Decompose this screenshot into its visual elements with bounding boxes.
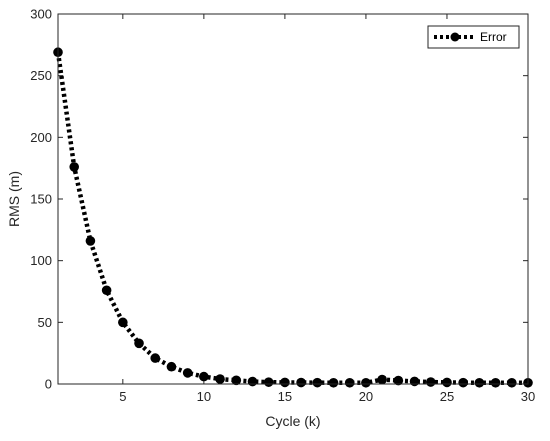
series-layer <box>53 47 533 388</box>
data-point <box>442 377 452 388</box>
data-point <box>458 377 468 388</box>
data-point <box>361 377 371 388</box>
data-point <box>296 377 306 388</box>
y-tick-label: 300 <box>30 7 52 22</box>
data-point <box>425 377 436 387</box>
data-point <box>69 162 80 172</box>
plot-frame <box>57 13 529 385</box>
data-point <box>344 377 355 388</box>
y-axis-label: RMS (m) <box>6 171 22 227</box>
x-tick-label: 5 <box>119 389 126 404</box>
data-point <box>263 377 274 387</box>
y-tick-label: 250 <box>30 68 52 83</box>
data-point <box>166 361 177 372</box>
data-point <box>118 317 128 328</box>
x-tick-label: 15 <box>278 389 292 404</box>
data-point <box>312 377 323 388</box>
data-point <box>377 374 387 385</box>
series-line-error <box>55 51 528 386</box>
y-tick-label: 50 <box>38 315 52 330</box>
y-axis-ticks: 0 50 100 150 200 250 300 <box>30 7 528 392</box>
data-point <box>474 377 485 388</box>
data-point <box>231 375 242 386</box>
x-tick-label: 20 <box>359 389 373 404</box>
data-point <box>328 377 339 388</box>
legend-box <box>427 25 520 49</box>
data-point <box>247 376 258 387</box>
data-point <box>101 285 112 296</box>
data-point <box>134 338 144 349</box>
data-point <box>280 377 290 388</box>
y-tick-label: 0 <box>45 377 52 392</box>
data-point <box>490 377 501 388</box>
data-point <box>85 236 96 246</box>
data-point <box>182 368 193 378</box>
y-tick-label: 150 <box>30 192 52 207</box>
data-point <box>409 376 420 387</box>
y-tick-label: 100 <box>30 253 52 268</box>
data-point <box>215 374 225 384</box>
x-tick-label: 10 <box>197 389 211 404</box>
data-point <box>150 353 161 363</box>
y-tick-label: 200 <box>30 130 52 145</box>
legend: Error <box>427 25 520 49</box>
legend-label: Error <box>480 30 507 44</box>
x-axis-label: Cycle (k) <box>265 413 320 429</box>
x-tick-label: 30 <box>521 389 535 404</box>
x-axis-ticks: 5 10 15 20 25 30 <box>119 14 535 404</box>
data-point <box>506 377 517 388</box>
data-point <box>199 371 209 382</box>
data-point <box>393 375 404 386</box>
x-tick-label: 25 <box>440 389 454 404</box>
legend-marker-sample <box>450 32 460 42</box>
